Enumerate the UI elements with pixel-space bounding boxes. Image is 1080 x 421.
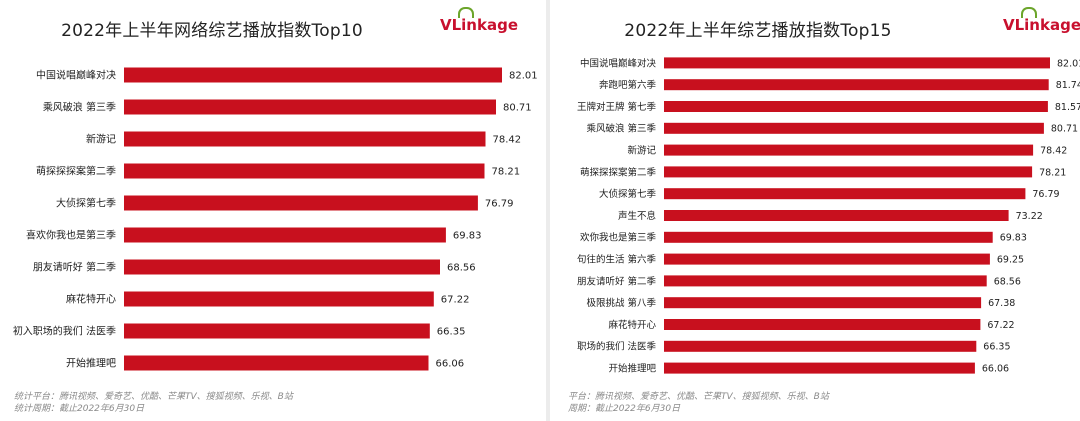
value-label: 67.22: [987, 320, 1014, 331]
bar: [664, 122, 1044, 134]
value-label: 80.71: [503, 103, 532, 114]
bar: [664, 319, 981, 330]
value-label: 69.83: [1000, 233, 1027, 244]
value-label: 68.56: [994, 276, 1021, 287]
footer-period: 周期：截止2022年6月30日: [568, 404, 681, 414]
category-label: 开始推理吧: [66, 357, 116, 370]
value-label: 69.25: [997, 255, 1024, 266]
footer-period: 统计周期：截止2022年6月30日: [14, 404, 145, 414]
bar: [664, 362, 975, 374]
category-label: 大侦探第七季: [599, 188, 657, 200]
value-label: 78.42: [493, 135, 522, 146]
chart-title: 2022年上半年网络综艺播放指数Top10: [61, 21, 363, 41]
bar: [124, 291, 434, 307]
leaf-icon: [1021, 7, 1037, 18]
category-label: 初入职场的我们 法医季: [13, 325, 116, 338]
category-label: 中国说唱巅峰对决: [36, 69, 116, 82]
category-label: 麻花特开心: [66, 293, 116, 306]
bar: [664, 101, 1048, 112]
bar: [124, 163, 485, 179]
value-label: 67.22: [441, 295, 470, 306]
bar: [664, 188, 1026, 200]
bar: [664, 340, 977, 352]
bar: [664, 231, 993, 243]
footer-platform: 统计平台：腾讯视频、爱奇艺、优酷、芒果TV、搜狐视频、乐视、B站: [14, 392, 293, 402]
category-label: 萌探探探案第二季: [580, 166, 657, 178]
category-label: 开始推理吧: [608, 363, 656, 375]
bar: [124, 99, 496, 115]
bar: [124, 67, 502, 83]
value-label: 80.71: [1051, 124, 1078, 135]
category-label: 喜欢你我也是第三季: [26, 229, 116, 242]
chart-panel-top15: 2022年上半年综艺播放指数Top15 VLinkage 中国说唱巅峰对决 82.…: [556, 0, 1080, 421]
value-label: 81.74: [1056, 80, 1080, 91]
category-label: 萌探探探案第二季: [36, 165, 116, 178]
value-label: 68.56: [447, 263, 476, 274]
value-label: 66.06: [436, 359, 465, 370]
bar: [124, 195, 478, 211]
chart-footer: 统计平台：腾讯视频、爱奇艺、优酷、芒果TV、搜狐视频、乐视、B站 统计周期：截止…: [14, 391, 293, 415]
bar: [124, 323, 430, 339]
category-label: 大侦探第七季: [56, 197, 116, 210]
value-label: 73.22: [1016, 211, 1043, 222]
bar: [664, 79, 1049, 91]
value-label: 69.83: [453, 231, 482, 242]
bar: [664, 253, 990, 265]
bar-chart-top10: 中国说唱巅峰对决 82.01 乘风破浪 第三季 80.71 新游记 78.42 萌探探探案第…: [13, 67, 538, 371]
footer-platform: 平台：腾讯视频、爱奇艺、优酷、芒果TV、搜狐视频、乐视、B站: [568, 392, 829, 402]
bar-chart-top15: 中国说唱巅峰对决 82.01 奔跑吧第六季 81.74 王牌对王牌 第七季 81.57 乘风…: [577, 57, 1080, 375]
bar: [124, 355, 429, 371]
category-label: 声生不息: [618, 210, 656, 222]
category-label: 新游记: [86, 133, 116, 146]
value-label: 76.79: [485, 199, 514, 210]
bar: [664, 210, 1009, 221]
bar: [124, 227, 446, 243]
category-label: 极限挑战 第八季: [586, 297, 656, 309]
chart-footer: 平台：腾讯视频、爱奇艺、优酷、芒果TV、搜狐视频、乐视、B站 周期：截止2022…: [568, 391, 829, 415]
vlinkage-logo: VLinkage: [1003, 7, 1080, 34]
category-label: 乘风破浪 第三季: [586, 123, 656, 135]
value-label: 82.01: [509, 71, 538, 82]
leaf-icon: [458, 7, 474, 18]
value-label: 66.35: [983, 342, 1010, 353]
bar: [664, 297, 982, 309]
bar: [124, 131, 486, 147]
panel-divider: [546, 0, 550, 421]
value-label: 78.21: [1039, 167, 1066, 178]
category-label: 朋友请听好 第二季: [577, 275, 657, 287]
chart-panel-top10: 2022年上半年网络综艺播放指数Top10 VLinkage 中国说唱巅峰对决 8…: [12, 7, 538, 415]
category-label: 朋友请听好 第二季: [33, 261, 116, 274]
category-label: 王牌对王牌 第七季: [577, 101, 657, 113]
category-label: 句往的生活 第六季: [577, 254, 657, 266]
bar: [664, 57, 1050, 69]
value-label: 66.35: [437, 327, 466, 338]
vlinkage-logo: VLinkage: [440, 7, 518, 34]
value-label: 82.01: [1057, 58, 1080, 69]
category-label: 奔跑吧第六季: [599, 79, 657, 91]
value-label: 66.06: [982, 364, 1009, 375]
bar: [664, 166, 1033, 178]
category-label: 欢你我也是第三季: [580, 232, 657, 244]
chart-title: 2022年上半年综艺播放指数Top15: [624, 21, 892, 41]
bar: [664, 144, 1034, 156]
brand-name: VLinkage: [440, 16, 518, 34]
value-label: 76.79: [1032, 189, 1059, 200]
category-label: 新游记: [627, 145, 656, 157]
value-label: 67.38: [988, 298, 1015, 309]
value-label: 81.57: [1055, 102, 1080, 113]
value-label: 78.21: [492, 167, 521, 178]
bar: [664, 275, 987, 287]
value-label: 78.42: [1040, 146, 1067, 157]
category-label: 乘风破浪 第三季: [43, 101, 116, 114]
category-label: 中国说唱巅峰对决: [580, 57, 657, 69]
category-label: 职场的我们 法医季: [577, 341, 657, 353]
category-label: 麻花特开心: [608, 319, 656, 331]
brand-name: VLinkage: [1003, 16, 1080, 34]
bar: [124, 259, 440, 275]
